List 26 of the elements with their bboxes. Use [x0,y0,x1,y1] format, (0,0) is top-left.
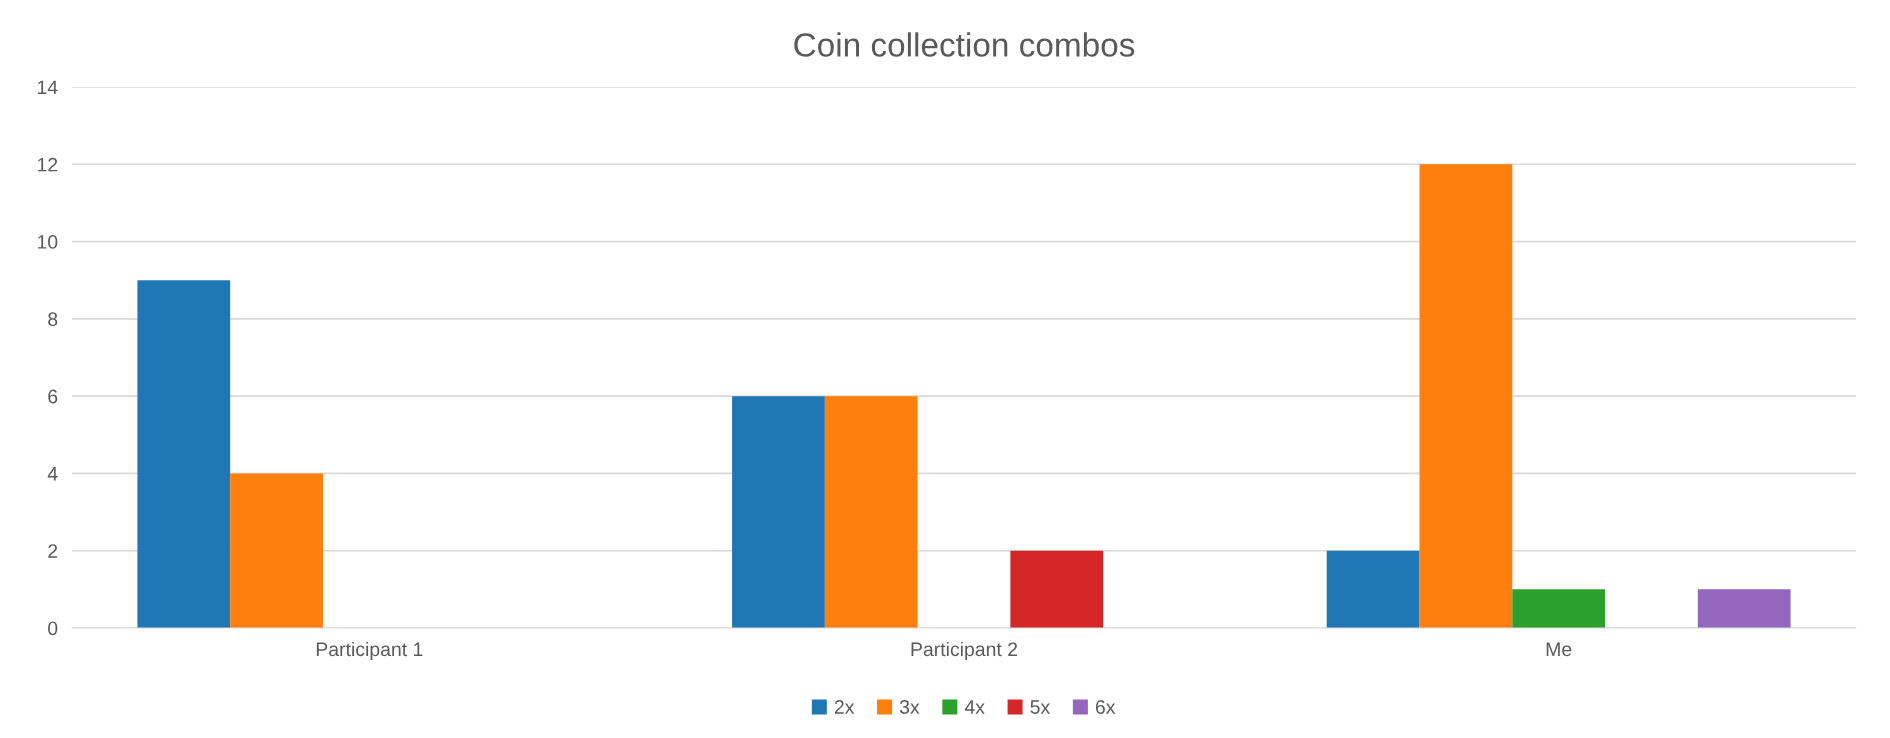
legend-label: 3x [899,700,920,714]
y-tick-label: 6 [48,389,58,404]
y-tick-label: 12 [37,157,58,172]
y-tick-label: 0 [48,621,58,636]
legend-label: 6x [1095,700,1116,714]
y-tick-label: 10 [37,235,58,249]
bar [824,396,918,628]
legend-label: 4x [964,700,985,714]
y-tick-label: 8 [48,312,58,327]
y-tick-label: 4 [47,467,58,481]
legend-label: 5x [1030,700,1051,714]
x-tick-label: Participant 2 [911,641,1018,661]
bar [732,396,825,628]
chart-title: Coin collection combos [794,32,1135,57]
bar [230,473,323,628]
y-tick-label: 14 [37,80,58,95]
x-tick-label: Me [1546,642,1572,657]
bar [1419,164,1513,628]
bar [1326,550,1420,628]
bar [1512,589,1606,628]
bar [1010,550,1104,628]
bar [1697,589,1791,628]
y-tick-label: 2 [48,544,58,558]
x-tick-label: Participant 1 [316,641,423,661]
bar [137,280,231,628]
legend-label: 2x [834,700,855,714]
